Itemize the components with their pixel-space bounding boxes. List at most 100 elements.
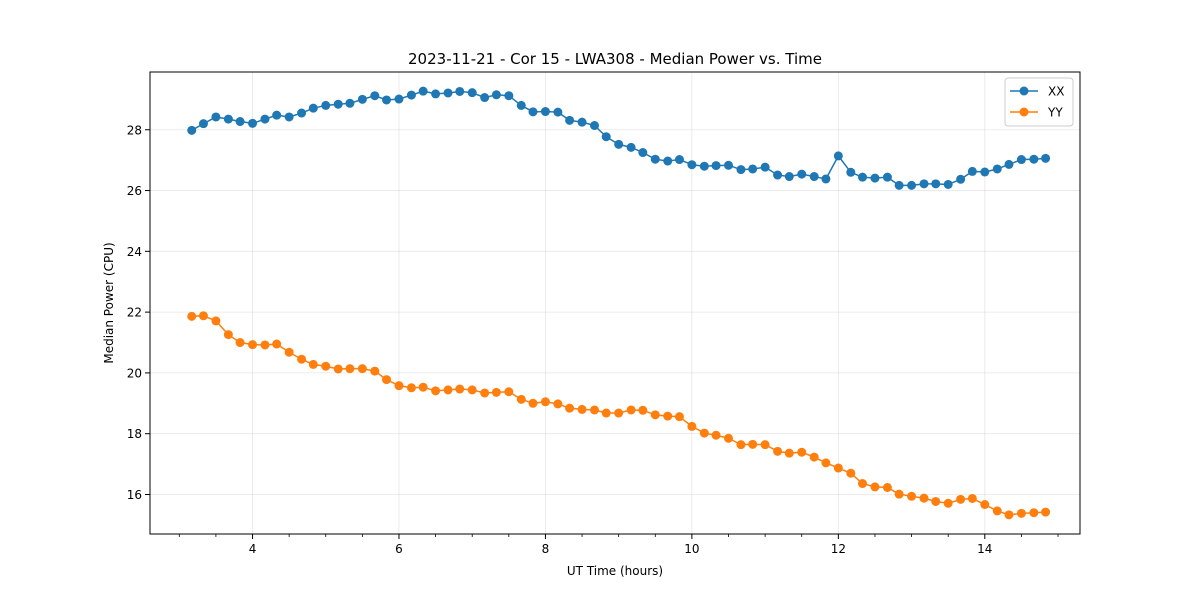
series-xx-point bbox=[724, 160, 734, 170]
series-yy-point bbox=[907, 491, 917, 501]
series-xx-point bbox=[491, 90, 501, 100]
series-xx-point bbox=[833, 151, 843, 161]
axes: 4 6 8 10 12 14 16 18 20 22 24 26 28 bbox=[127, 123, 1059, 556]
series-yy-point bbox=[894, 489, 904, 499]
series-yy-point bbox=[956, 494, 966, 504]
series-xx-point bbox=[907, 180, 917, 190]
series-xx-point bbox=[858, 172, 868, 182]
series-yy-point bbox=[235, 338, 245, 348]
series-yy-point bbox=[553, 399, 563, 409]
series-xx-point bbox=[223, 114, 233, 124]
series-xx-point bbox=[187, 125, 197, 135]
series-yy-point bbox=[406, 383, 416, 393]
series-xx-point bbox=[919, 179, 929, 189]
series-yy-point bbox=[919, 493, 929, 503]
series-xx-point bbox=[370, 91, 380, 101]
series-xx-point bbox=[711, 161, 721, 171]
series-xx-point bbox=[211, 112, 221, 122]
series-xx-point bbox=[760, 162, 770, 172]
series-yy-point bbox=[443, 385, 453, 395]
series-xx-point bbox=[394, 94, 404, 104]
series-yy-point bbox=[491, 387, 501, 397]
series-yy-point bbox=[248, 340, 258, 350]
y-tick-label: 26 bbox=[127, 184, 142, 198]
x-tick-label: 10 bbox=[684, 542, 699, 556]
series-xx-point bbox=[565, 115, 575, 125]
series-xx-point bbox=[577, 117, 587, 127]
series-xx-point bbox=[589, 120, 599, 130]
series-xx-point bbox=[614, 139, 624, 149]
x-tick-label: 14 bbox=[977, 542, 992, 556]
series-xx-point bbox=[504, 91, 514, 101]
series-xx-point bbox=[272, 110, 282, 120]
series-yy-point bbox=[699, 428, 709, 438]
series-xx-point bbox=[467, 88, 477, 98]
series-xx-point bbox=[967, 166, 977, 176]
series-yy-point bbox=[418, 382, 428, 392]
series-xx-point bbox=[687, 160, 697, 170]
series-xx-point bbox=[943, 179, 953, 189]
series-xx-point bbox=[980, 167, 990, 177]
series-xx-point bbox=[553, 107, 563, 117]
series-xx-point bbox=[516, 100, 526, 110]
y-tick-label: 20 bbox=[127, 366, 142, 380]
x-tick-label: 6 bbox=[395, 542, 403, 556]
series-xx-point bbox=[699, 161, 709, 171]
series-yy-point bbox=[345, 364, 355, 374]
series-yy-point bbox=[198, 311, 208, 321]
series-xx-point bbox=[1016, 155, 1026, 165]
series-yy-point bbox=[711, 430, 721, 440]
data-series bbox=[187, 86, 1051, 520]
series-yy-point bbox=[760, 440, 770, 450]
series-yy-point bbox=[223, 330, 233, 340]
series-yy-point bbox=[260, 340, 270, 350]
series-yy-point bbox=[748, 439, 758, 449]
series-xx-point bbox=[321, 100, 331, 110]
series-yy-point bbox=[858, 479, 868, 489]
series-yy-point bbox=[650, 410, 660, 420]
series-xx-point bbox=[333, 99, 343, 109]
series-yy-point bbox=[1029, 508, 1039, 518]
series-xx-point bbox=[601, 132, 611, 142]
series-yy-point bbox=[784, 448, 794, 458]
series-yy-point bbox=[272, 339, 282, 349]
series-xx-point bbox=[1004, 159, 1014, 169]
series-yy-point bbox=[614, 408, 624, 418]
series-xx-point bbox=[1029, 154, 1039, 164]
series-xx-point bbox=[198, 119, 208, 129]
y-tick-label: 28 bbox=[127, 123, 142, 137]
series-yy-point bbox=[724, 433, 734, 443]
x-tick-label: 4 bbox=[249, 542, 257, 556]
legend-xx-label: XX bbox=[1048, 85, 1064, 99]
series-yy-point bbox=[382, 375, 392, 385]
legend-yy-marker bbox=[1019, 107, 1029, 117]
y-axis-title: Median Power (CPU) bbox=[102, 242, 116, 363]
series-yy-point bbox=[540, 397, 550, 407]
series-xx-point bbox=[540, 107, 550, 117]
series-yy-point bbox=[370, 366, 380, 376]
series-yy-point bbox=[687, 421, 697, 431]
series-yy-point bbox=[1004, 510, 1014, 520]
series-xx-point bbox=[431, 89, 441, 99]
series-xx-point bbox=[308, 103, 318, 113]
series-yy-point bbox=[674, 412, 684, 422]
series-xx-point bbox=[1041, 153, 1051, 163]
x-tick-label: 8 bbox=[542, 542, 550, 556]
series-xx-point bbox=[260, 114, 270, 124]
series-yy-point bbox=[736, 440, 746, 450]
series-xx-point bbox=[882, 172, 892, 182]
series-xx-point bbox=[418, 86, 428, 96]
series-xx-point bbox=[528, 107, 538, 117]
series-xx-point bbox=[736, 165, 746, 175]
chart-title: 2023-11-21 - Cor 15 - LWA308 - Median Po… bbox=[408, 50, 822, 68]
series-xx-point bbox=[650, 154, 660, 164]
series-xx-point bbox=[809, 172, 819, 182]
series-yy-point bbox=[528, 398, 538, 408]
series-xx-point bbox=[773, 170, 783, 180]
legend-xx-marker bbox=[1019, 86, 1029, 96]
series-yy-point bbox=[589, 405, 599, 415]
series-yy-point bbox=[357, 364, 367, 374]
series-xx-point bbox=[674, 155, 684, 165]
